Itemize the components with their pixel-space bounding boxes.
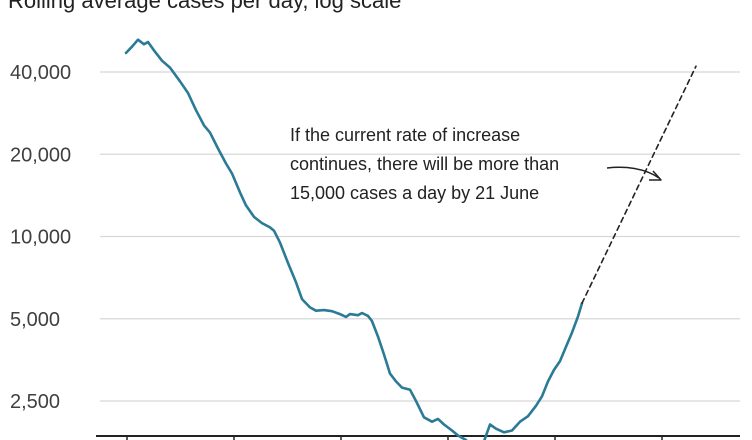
- annotation-line-1: If the current rate of increase: [290, 125, 520, 145]
- chart-subtitle: Rolling average cases per day, log scale: [8, 0, 402, 13]
- annotation-line-3: 15,000 cases a day by 21 June: [290, 183, 539, 203]
- series-lines: [124, 38, 697, 440]
- cases-rolling-average-line: [124, 38, 584, 440]
- y-tick-label-2500: 2,500: [10, 391, 60, 413]
- y-tick-label-10000: 10,000: [10, 227, 71, 249]
- y-axis-tick-labels: 2,500 5,000 10,000 20,000 40,000: [10, 62, 71, 413]
- annotation-pointer: [606, 166, 660, 179]
- projection-dashed-line: [581, 65, 697, 304]
- annotation-arrowhead: [649, 170, 662, 181]
- annotation-line-2: continues, there will be more than: [290, 154, 559, 174]
- gridlines: [100, 71, 740, 402]
- y-tick-label-40000: 40,000: [10, 62, 71, 84]
- y-tick-label-5000: 5,000: [10, 309, 60, 331]
- annotation: If the current rate of increase continues…: [290, 125, 662, 203]
- y-tick-label-20000: 20,000: [10, 144, 71, 166]
- x-axis: [96, 435, 740, 440]
